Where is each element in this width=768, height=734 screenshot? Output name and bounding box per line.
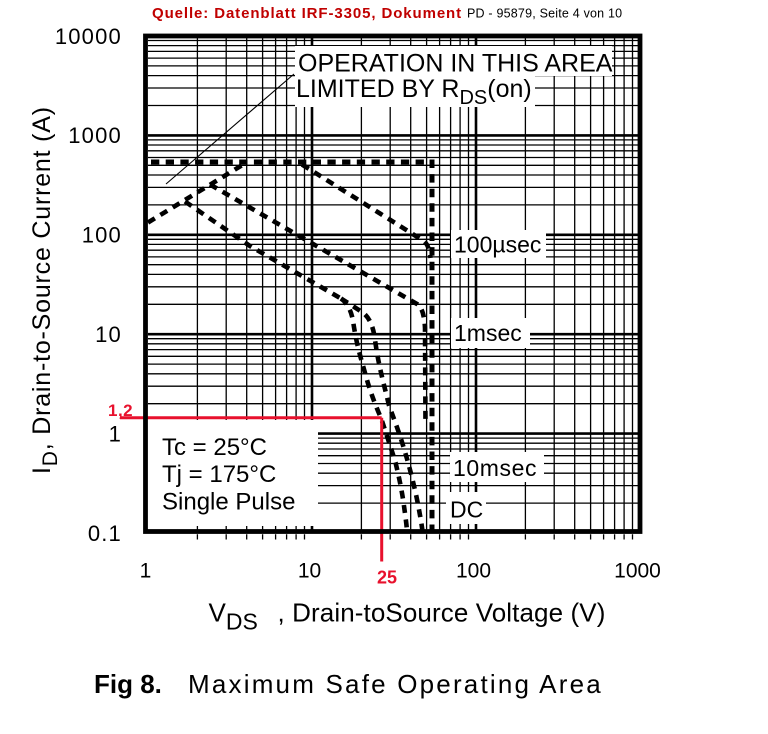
svg-text:1000: 1000	[68, 123, 122, 148]
svg-text:10: 10	[95, 322, 122, 347]
svg-text:Tc = 25°C: Tc = 25°C	[162, 434, 267, 461]
svg-text:100: 100	[456, 560, 491, 583]
svg-text:10: 10	[298, 560, 321, 583]
svg-text:Fig 8.Maximum Safe Operating A: Fig 8. Maximum Safe Operating Area	[94, 669, 603, 699]
svg-text:1: 1	[140, 560, 152, 583]
svg-text:10000: 10000	[55, 24, 122, 49]
svg-text:OPERATION IN THIS AREA: OPERATION IN THIS AREA	[298, 50, 613, 78]
svg-text:1,2: 1,2	[108, 401, 133, 420]
svg-text:0.1: 0.1	[88, 521, 122, 546]
svg-text:1msec: 1msec	[454, 320, 522, 346]
svg-text:Tj = 175°C: Tj = 175°C	[162, 461, 276, 488]
svg-text:Quelle: Datenblatt IRF-3305, D: Quelle: Datenblatt IRF-3305, Dokument	[152, 5, 462, 22]
svg-text:VDS: VDS	[209, 598, 258, 635]
svg-text:ID, Drain-to-Source Current (: ID, Drain-to-Source Current (A)	[28, 106, 62, 474]
svg-text:25: 25	[377, 568, 397, 588]
svg-text:100: 100	[82, 223, 122, 248]
svg-text:DC: DC	[450, 497, 483, 523]
svg-text:Single Pulse: Single Pulse	[162, 489, 295, 516]
svg-text:10msec: 10msec	[453, 455, 537, 481]
svg-text:100µsec: 100µsec	[454, 232, 541, 258]
svg-text:, Drain-toSource Voltage (V): , Drain-toSource Voltage (V)	[278, 598, 606, 628]
svg-text:1000: 1000	[614, 560, 661, 583]
svg-text:PD - 95879, Seite 4 von 10: PD - 95879, Seite 4 von 10	[467, 7, 622, 21]
svg-text:1: 1	[109, 421, 122, 446]
